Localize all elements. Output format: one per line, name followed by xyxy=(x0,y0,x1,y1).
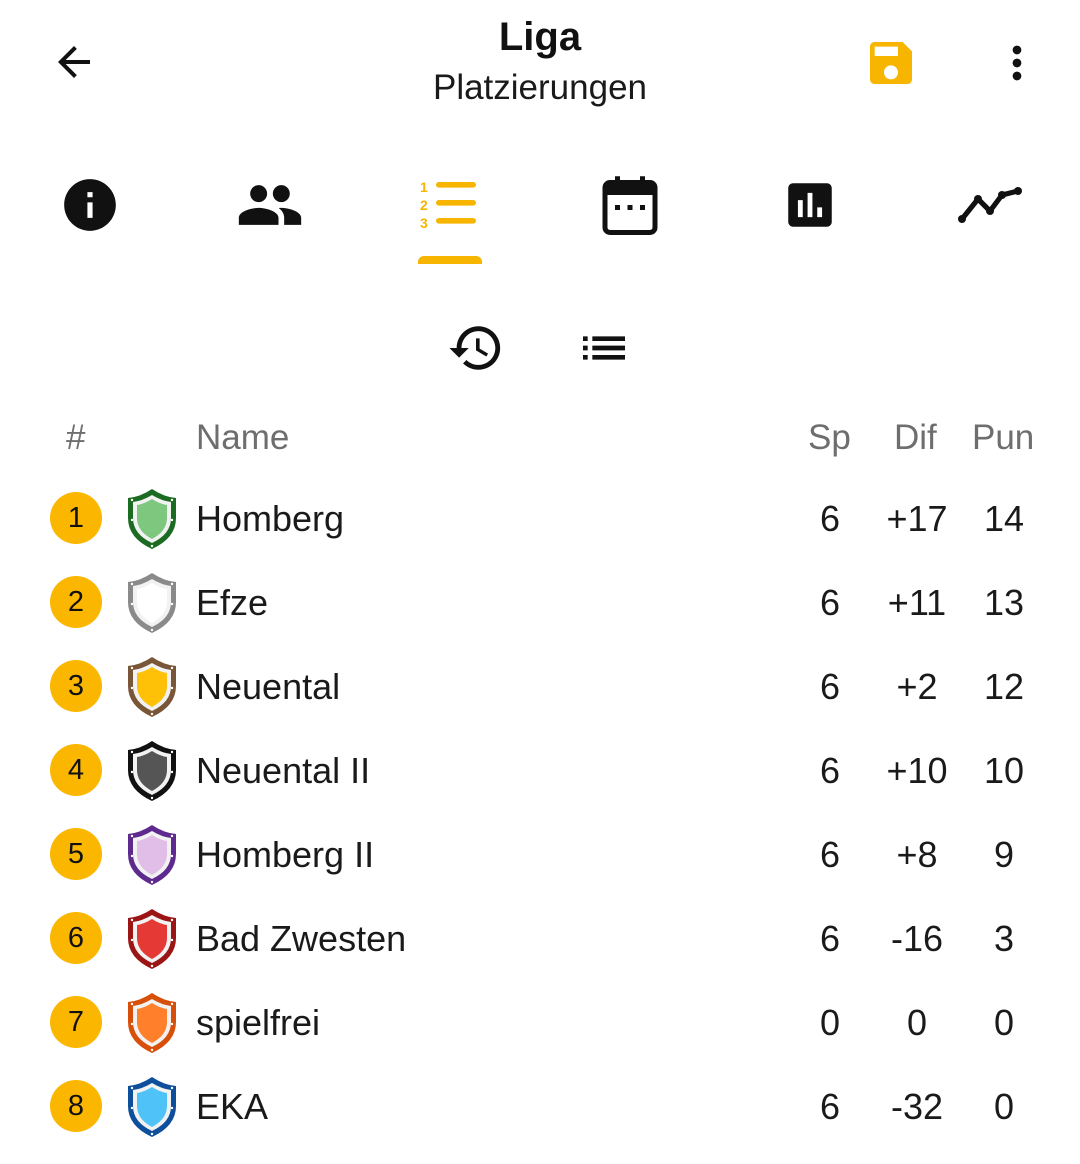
tab-bar: 1 2 3 xyxy=(0,150,1080,270)
history-icon xyxy=(449,326,501,370)
bar-chart-icon xyxy=(788,183,832,227)
tab-teams[interactable] xyxy=(180,150,360,260)
back-button[interactable] xyxy=(44,32,104,92)
points-cell: 12 xyxy=(983,666,1025,707)
more-options-button[interactable] xyxy=(990,32,1044,94)
table-row[interactable]: 7 spielfrei 0 0 0 xyxy=(0,982,1080,1066)
info-icon xyxy=(64,179,116,231)
games-cell: 6 xyxy=(819,918,841,959)
rank-badge: 2 xyxy=(50,576,102,628)
title-block: Liga Platzierungen xyxy=(240,14,840,110)
games-cell: 0 xyxy=(819,1002,841,1043)
ranking-list-icon: 1 2 3 xyxy=(420,179,476,231)
team-name: Neuental xyxy=(196,666,341,707)
rank-badge: 6 xyxy=(50,912,102,964)
diff-cell: +10 xyxy=(886,750,948,791)
history-button[interactable] xyxy=(444,318,508,378)
list-view-button[interactable] xyxy=(572,318,636,378)
svg-text:3: 3 xyxy=(420,215,428,231)
team-crest-icon xyxy=(128,825,176,885)
team-name: EKA xyxy=(196,1086,269,1127)
header-diff: Dif xyxy=(894,418,937,457)
team-crest-icon xyxy=(128,1077,176,1137)
table-row[interactable]: 8 EKA 6 -32 0 xyxy=(0,1066,1080,1150)
selected-tab-indicator xyxy=(418,256,482,264)
diff-cell: -16 xyxy=(890,918,944,959)
diff-cell: 0 xyxy=(906,1002,928,1043)
calendar-icon xyxy=(602,176,658,235)
diff-cell: +8 xyxy=(896,834,938,875)
team-name: spielfrei xyxy=(196,1002,321,1043)
team-name: Bad Zwesten xyxy=(196,918,407,959)
arrow-back-icon xyxy=(58,46,90,78)
team-name: Homberg II xyxy=(196,834,375,875)
team-crest-icon xyxy=(128,573,176,633)
diff-cell: -32 xyxy=(890,1086,944,1127)
points-cell: 9 xyxy=(993,834,1015,875)
table-row[interactable]: 6 Bad Zwesten 6 -16 3 xyxy=(0,898,1080,982)
table-row[interactable]: 1 Homberg 6 +17 14 xyxy=(0,478,1080,562)
rank-badge: 3 xyxy=(50,660,102,712)
app-bar: Liga Platzierungen xyxy=(0,0,1080,130)
games-cell: 6 xyxy=(819,1086,841,1127)
svg-text:2: 2 xyxy=(420,197,428,213)
team-crest-icon xyxy=(128,489,176,549)
games-cell: 6 xyxy=(819,750,841,791)
games-cell: 6 xyxy=(819,834,841,875)
rank-badge: 1 xyxy=(50,492,102,544)
table-row[interactable]: 3 Neuental 6 +2 12 xyxy=(0,646,1080,730)
team-name: Neuental II xyxy=(196,750,371,791)
svg-text:1: 1 xyxy=(420,179,428,195)
games-cell: 6 xyxy=(819,666,841,707)
page-subtitle: Platzierungen xyxy=(432,68,648,107)
table-header: # Name Sp Dif Pun xyxy=(0,412,1080,468)
team-crest-icon xyxy=(128,909,176,969)
games-cell: 6 xyxy=(819,582,841,623)
tab-standings[interactable]: 1 2 3 xyxy=(360,150,540,260)
save-button[interactable] xyxy=(860,32,922,94)
page-title: Liga xyxy=(498,15,582,59)
points-cell: 10 xyxy=(983,750,1025,791)
points-cell: 14 xyxy=(983,498,1025,539)
rank-badge: 8 xyxy=(50,1080,102,1132)
team-name: Efze xyxy=(196,582,269,623)
team-name: Homberg xyxy=(196,498,345,539)
rank-badge: 5 xyxy=(50,828,102,880)
diff-cell: +2 xyxy=(896,666,938,707)
tab-statistics[interactable] xyxy=(720,150,900,260)
line-chart-icon xyxy=(958,187,1022,223)
points-cell: 13 xyxy=(983,582,1025,623)
team-crest-icon xyxy=(128,657,176,717)
games-cell: 6 xyxy=(819,498,841,539)
team-crest-icon xyxy=(128,741,176,801)
standings-table: 1 Homberg 6 +17 14 2 Efze 6 +11 13 3 Neu… xyxy=(0,478,1080,1150)
save-icon xyxy=(870,42,912,84)
diff-cell: +17 xyxy=(886,498,948,539)
list-icon xyxy=(583,336,625,360)
people-icon xyxy=(238,185,302,225)
table-row[interactable]: 4 Neuental II 6 +10 10 xyxy=(0,730,1080,814)
header-points: Pun xyxy=(972,418,1035,457)
header-games: Sp xyxy=(808,418,851,457)
tab-info[interactable] xyxy=(0,150,180,260)
diff-cell: +11 xyxy=(887,582,947,623)
header-name: Name xyxy=(196,418,290,457)
rank-badge: 4 xyxy=(50,744,102,796)
points-cell: 0 xyxy=(993,1002,1015,1043)
team-crest-icon xyxy=(128,993,176,1053)
table-row[interactable]: 5 Homberg II 6 +8 9 xyxy=(0,814,1080,898)
table-row[interactable]: 2 Efze 6 +11 13 xyxy=(0,562,1080,646)
tab-trend[interactable] xyxy=(900,150,1080,260)
header-rank: # xyxy=(66,418,86,457)
tab-schedule[interactable] xyxy=(540,150,720,260)
more-vert-icon xyxy=(1012,45,1022,81)
points-cell: 3 xyxy=(993,918,1015,959)
points-cell: 0 xyxy=(993,1086,1015,1127)
rank-badge: 7 xyxy=(50,996,102,1048)
